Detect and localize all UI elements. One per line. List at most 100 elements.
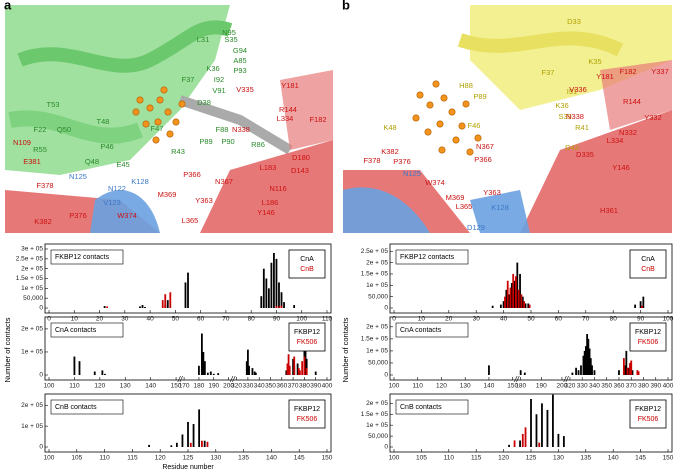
bar [202,351,205,375]
bar [184,282,187,308]
bar [93,371,96,375]
residue-label: Q48 [85,157,99,166]
box-label: CnB contacts [55,404,97,411]
x-tick-label: 360 [614,383,625,390]
x-tick-label: 100 [296,316,307,323]
bar [587,338,590,375]
residue-label: T48 [97,117,110,126]
structure-image-b [343,5,672,233]
y-tick-label: 2e + 05 [366,400,388,407]
bar [552,394,554,447]
bar [293,356,296,375]
x-tick-label: 140 [266,455,277,462]
x-tick-label: 70 [222,316,230,323]
x-tick-label: 370 [626,383,637,390]
y-tick-label: 1.5e + 05 [361,336,389,343]
box-label: CnA contacts [400,327,442,334]
bar [181,434,184,447]
y-tick-label: 2e + 05 [21,326,43,333]
residue-label: Q50 [57,125,71,134]
bar [251,368,254,375]
box-label: FKBP12 contacts [400,254,455,261]
x-axis-label: Residue number [162,464,214,471]
x-tick-label: 330 [577,383,588,390]
bar [104,373,106,375]
x-tick-label: 130 [460,383,471,390]
residue-label: R86 [251,140,265,149]
bar [512,273,515,308]
bar [631,370,634,375]
bar [262,268,265,308]
bar [144,307,146,308]
bar [260,296,263,308]
x-tick-label: 180 [193,383,204,390]
residue-label: P90 [221,137,234,146]
bar [535,414,538,447]
bar [575,367,577,375]
x-tick-label: 110 [99,455,110,462]
bar [148,444,150,447]
bar [170,445,173,447]
residue-label: K128 [491,203,509,212]
residue-label: K35 [588,57,601,66]
residue-label: R41 [575,123,589,132]
x-tick-label: 170 [179,383,190,390]
bar [78,361,81,375]
bar [557,433,560,447]
x-tick-label: 360 [276,383,287,390]
residue-label: F88 [216,125,229,134]
x-tick-label: 110 [444,455,455,462]
bar [209,371,212,375]
x-tick-label: 100 [44,455,55,462]
label-box [50,249,124,265]
y-tick-label: 2e + 05 [366,259,388,266]
y-tick-label: 0 [384,444,388,451]
residue-label: N338 [566,112,584,121]
bar [275,258,278,308]
residue-label: N109 [13,138,31,147]
residue-label: D42 [565,143,579,152]
x-tick-label: 150 [171,383,182,390]
legend-entry: FK506 [297,416,318,423]
bar [305,358,308,375]
panel-letter: a [4,0,12,12]
bar [580,365,582,375]
x-tick-label: 110 [413,383,424,390]
legend-box [288,322,326,352]
residue-label: R144 [279,105,297,114]
residue-label: A85 [233,56,246,65]
x-tick-label: 370 [288,383,299,390]
bar [521,296,524,308]
residue-label: S39 [558,112,571,121]
residue-label: N338 [232,125,250,134]
bar [577,370,580,375]
y-tick-label: 50,000 [23,295,43,302]
y-tick-label: 50,000 [368,433,388,440]
x-tick-label: 0 [392,316,396,323]
residue-label: P89 [473,92,486,101]
residue-label: P366 [183,170,201,179]
x-tick-label: 60 [555,316,563,323]
bar [245,361,248,375]
residue-label: M369 [158,190,177,199]
x-tick-label: 145 [635,455,646,462]
legend-box [629,249,667,279]
y-tick-label: 2e + 05 [21,265,43,272]
bar [198,365,200,375]
x-tick-label: 135 [238,455,249,462]
x-tick-label: 115 [471,455,482,462]
bar [571,372,574,375]
y-tick-label: 0 [39,305,43,312]
legend-entry: FK506 [638,416,659,423]
bar [593,370,596,375]
residue-label: Y146 [612,163,630,172]
bar [506,280,509,308]
residue-label: N332 [619,128,637,137]
bar [161,300,164,308]
x-tick-label: 120 [155,455,166,462]
residue-label: D143 [291,166,309,175]
bar [562,436,565,447]
bar [519,440,521,447]
bar [523,372,526,375]
